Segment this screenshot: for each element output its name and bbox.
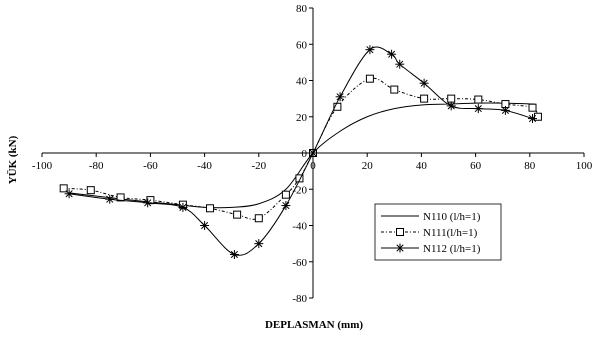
legend-label: N110 (l/h=1) <box>423 211 481 223</box>
data-point <box>365 74 374 83</box>
data-point <box>390 85 399 94</box>
data-point <box>105 194 115 204</box>
data-point <box>395 59 405 69</box>
series-3 <box>64 45 538 259</box>
data-point <box>254 214 263 223</box>
data-point <box>143 198 153 208</box>
data-point <box>59 184 68 193</box>
data-point <box>420 94 429 103</box>
data-point <box>335 92 345 102</box>
data-point <box>473 104 483 114</box>
data-point <box>254 239 264 249</box>
series-layer <box>59 45 542 259</box>
data-point <box>229 250 239 259</box>
data-point <box>116 193 125 202</box>
y-tick-label: -80 <box>292 293 307 305</box>
data-point <box>528 114 538 124</box>
y-tick-label: 0 <box>302 148 308 160</box>
x-tick-label: -100 <box>32 160 53 172</box>
data-point <box>447 94 456 103</box>
data-point <box>528 103 537 112</box>
y-axis-title: YÜK (kN) <box>6 135 19 184</box>
data-point <box>474 95 483 104</box>
x-tick-label: 40 <box>416 160 428 172</box>
data-point <box>365 45 375 55</box>
data-point <box>333 102 342 111</box>
data-point <box>387 49 397 59</box>
x-tick-label: 100 <box>576 160 593 172</box>
legend-label: N112 (l/h=1) <box>423 243 481 255</box>
tick-labels: -100 -80 -60 -40 -20 0 20 40 60 80 100-80-60-40-20… <box>32 3 593 305</box>
y-tick-label: -60 <box>292 257 307 269</box>
data-point <box>533 112 542 121</box>
data-point <box>281 190 290 199</box>
legend-swatch-marker <box>395 243 405 253</box>
x-tick-label: -60 <box>143 160 158 172</box>
x-tick-label: 80 <box>524 160 536 172</box>
y-tick-label: -40 <box>292 221 307 233</box>
x-tick-label: -80 <box>89 160 104 172</box>
x-tick-label: 20 <box>362 160 374 172</box>
x-tick-label: 60 <box>470 160 482 172</box>
y-tick-label: 20 <box>296 112 308 124</box>
x-tick-label: -20 <box>251 160 266 172</box>
series-line <box>69 46 533 256</box>
data-point <box>308 148 318 158</box>
data-point <box>446 101 456 111</box>
data-point <box>233 210 242 219</box>
data-point <box>64 189 74 199</box>
x-axis-title: DEPLASMAN (mm) <box>265 319 363 331</box>
legend: N110 (l/h=1) N111(l/h=1) N112 (l/h=1) <box>374 203 502 261</box>
data-point <box>178 202 188 212</box>
y-tick-label: 80 <box>296 3 308 15</box>
data-point <box>419 78 429 88</box>
data-point <box>295 174 304 183</box>
legend-label: N111(l/h=1) <box>423 227 478 239</box>
y-tick-label: 60 <box>296 39 308 51</box>
y-tick-label: 40 <box>296 76 308 88</box>
data-point <box>200 221 210 230</box>
data-point <box>206 204 215 213</box>
data-point <box>281 201 291 211</box>
x-tick-label: -40 <box>197 160 212 172</box>
x-tick-label: 0 <box>310 160 316 172</box>
data-point <box>86 186 95 195</box>
legend-swatch-marker <box>396 228 404 236</box>
data-point <box>500 105 510 115</box>
